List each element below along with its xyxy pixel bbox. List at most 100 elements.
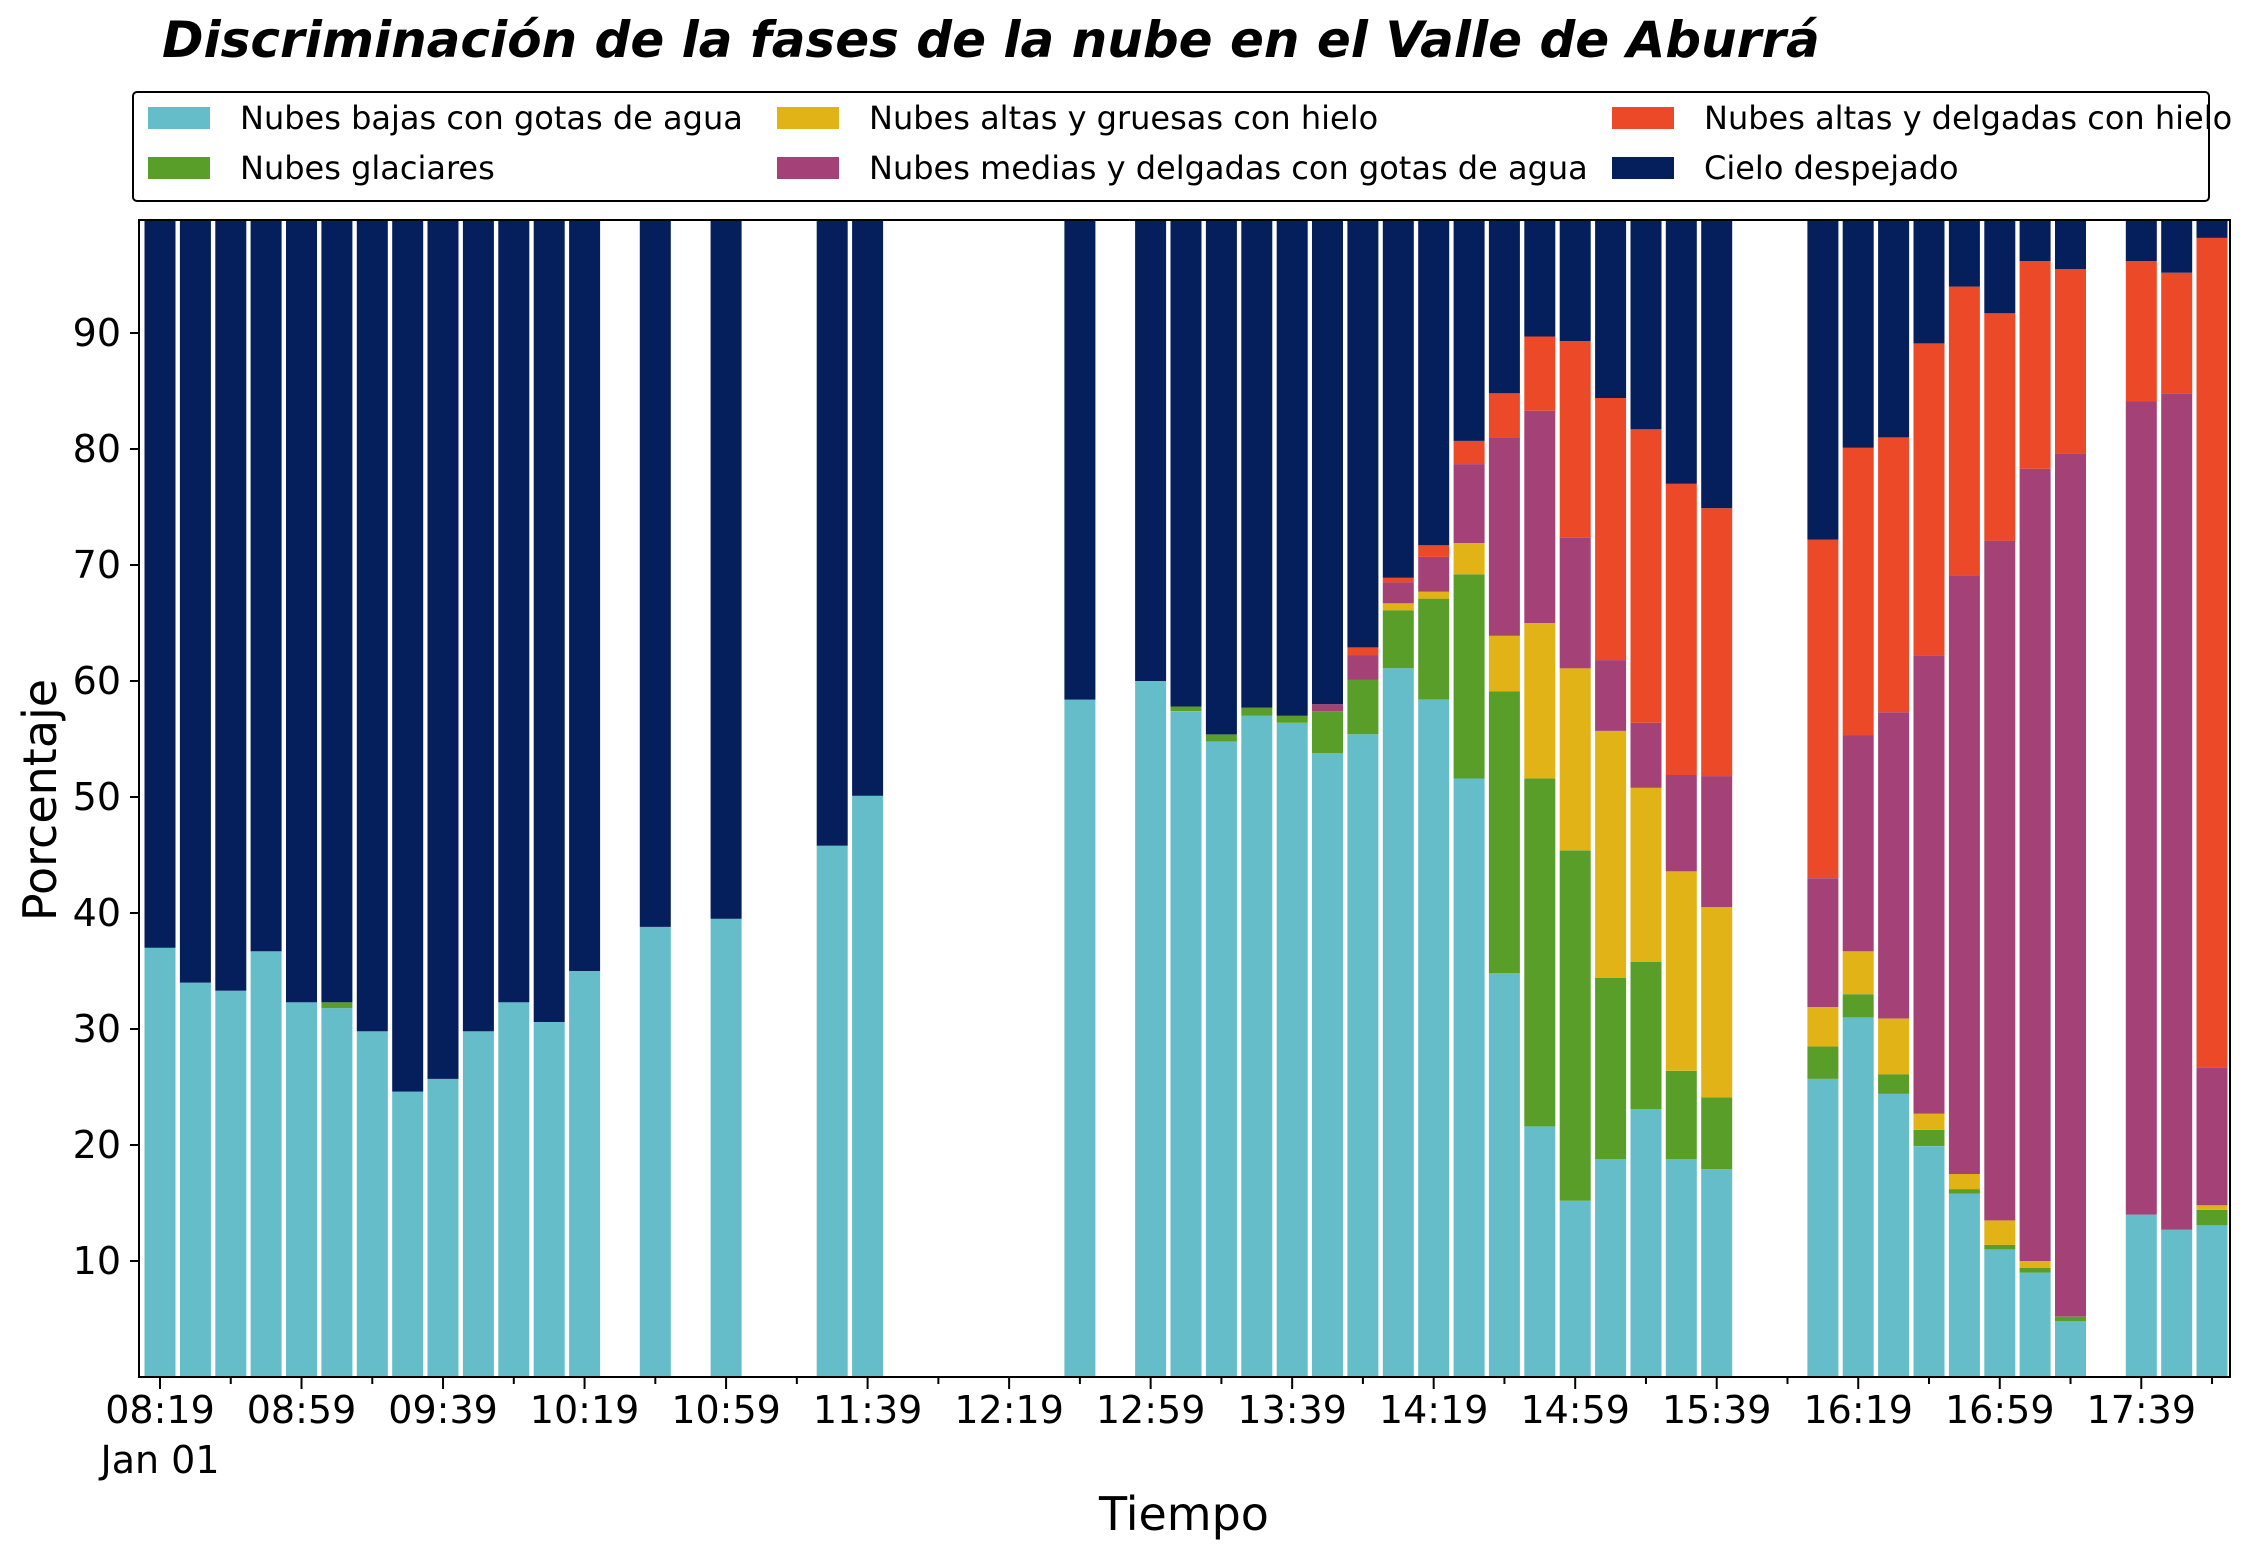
bar-segment	[1701, 776, 1733, 908]
bar-segment	[1630, 787, 1662, 962]
bar-segment	[1913, 655, 1945, 1114]
bar-segment	[1842, 735, 1874, 952]
bar-segment	[1595, 978, 1627, 1159]
legend-swatch	[777, 107, 839, 129]
bar-segment	[1559, 341, 1591, 538]
bar-segment	[852, 795, 884, 1377]
bar-segment	[1347, 655, 1379, 680]
bar-segment	[1595, 660, 1627, 731]
bar-segment	[1418, 556, 1450, 592]
bar-segment	[356, 1031, 388, 1377]
x-tick-label: 12:59	[1096, 1388, 1206, 1432]
legend-swatch	[1612, 157, 1674, 179]
bar-segment	[1878, 1074, 1910, 1094]
bar-segment	[710, 220, 742, 919]
y-axis: 10 20 30 40 50 60 70 80 90	[73, 311, 139, 1283]
y-tick-label: 90	[73, 311, 121, 355]
bar-segment	[1135, 681, 1167, 1377]
bar-segment	[1984, 220, 2016, 314]
bar-segment	[1807, 878, 1839, 1007]
bar-segment	[144, 220, 176, 948]
x-tick-label: 08:19	[105, 1388, 215, 1432]
x-tick-label: 16:19	[1803, 1388, 1913, 1432]
bar-segment	[2125, 1214, 2157, 1377]
bar-segment	[1948, 286, 1980, 576]
legend-box	[132, 91, 2210, 202]
x-tick-label: 17:39	[2087, 1388, 2197, 1432]
bar-segment	[1524, 1126, 1556, 1377]
bar-segment	[286, 220, 317, 1003]
bar-segment	[1488, 220, 1520, 394]
bar-segment	[1878, 220, 1910, 438]
bar-segment	[2125, 261, 2157, 402]
bar-segment	[1665, 483, 1697, 775]
bar-segment	[1276, 722, 1308, 1377]
bar-segment	[1701, 907, 1733, 1098]
y-tick-label: 30	[73, 1007, 121, 1051]
bar-segment	[1913, 220, 1945, 344]
legend-swatch	[777, 157, 839, 179]
bar-segment	[1312, 752, 1343, 1377]
bar-segment	[1453, 778, 1485, 1377]
bar-segment	[2196, 1225, 2228, 1377]
bar-segment	[1312, 220, 1343, 705]
bar-segment	[1984, 313, 2016, 541]
bar-segment	[1064, 220, 1096, 700]
x-tick-label: 14:19	[1379, 1388, 1489, 1432]
x-tick-label: 11:39	[813, 1388, 923, 1432]
bar-segment	[2055, 453, 2086, 1317]
bar-segment	[1665, 1070, 1697, 1159]
bar-segment	[1665, 871, 1697, 1071]
bar-segment	[1241, 715, 1273, 1377]
bar-segment	[1276, 220, 1308, 716]
x-tick-label: 14:59	[1520, 1388, 1630, 1432]
bar-segment	[1559, 537, 1591, 669]
bar-segment	[1382, 668, 1414, 1377]
x-tick-label: 12:19	[954, 1388, 1064, 1432]
bar-segment	[852, 220, 884, 796]
bar-segment	[1524, 336, 1556, 411]
bar-segment	[1312, 711, 1343, 753]
bar-segment	[1807, 220, 1839, 540]
legend-swatch	[1612, 107, 1674, 129]
bar-segment	[1170, 711, 1202, 1377]
bar-segment	[1524, 220, 1556, 337]
bar-segment	[2019, 220, 2051, 262]
bar-segment	[1665, 775, 1697, 872]
bar-segment	[1913, 1113, 1945, 1130]
bar-segment	[2055, 220, 2086, 270]
bar-segment	[1418, 545, 1450, 557]
bar-segment	[1913, 1129, 1945, 1147]
bar-segment	[2125, 220, 2157, 262]
bar-segment	[250, 220, 282, 952]
x-date-label: Jan 01	[98, 1438, 219, 1482]
bar-segment	[1948, 1193, 1980, 1377]
y-tick-label: 80	[73, 427, 121, 471]
bar-segment	[1630, 220, 1662, 430]
bar-segment	[1807, 1078, 1839, 1377]
bar-segment	[1948, 1189, 1980, 1194]
bar-segment	[1878, 1018, 1910, 1075]
bar-segment	[462, 1031, 494, 1377]
bar-segment	[1559, 850, 1591, 1201]
x-tick-label: 16:59	[1945, 1388, 2055, 1432]
bar-segment	[1170, 220, 1202, 707]
x-tick-label: 10:59	[671, 1388, 781, 1432]
bar-segment	[1842, 1017, 1874, 1377]
bar-segment	[2019, 1261, 2051, 1268]
bar-segment	[1347, 679, 1379, 735]
bar-segment	[179, 220, 211, 983]
bar-segment	[2161, 220, 2193, 273]
bar-segment	[1524, 410, 1556, 623]
bar-segment	[1595, 220, 1627, 398]
bar-segment	[1205, 734, 1237, 742]
legend-label: Cielo despejado	[1704, 149, 1959, 187]
bar-segment	[1347, 647, 1379, 656]
bar-segment	[1135, 220, 1167, 681]
bar-segment	[2055, 1316, 2086, 1322]
bar-segment	[1559, 1200, 1591, 1377]
bar-segment	[2019, 468, 2051, 1261]
bar-segment	[1665, 1158, 1697, 1377]
bar-segment	[1807, 1007, 1839, 1047]
legend-label: Nubes bajas con gotas de agua	[240, 99, 743, 137]
